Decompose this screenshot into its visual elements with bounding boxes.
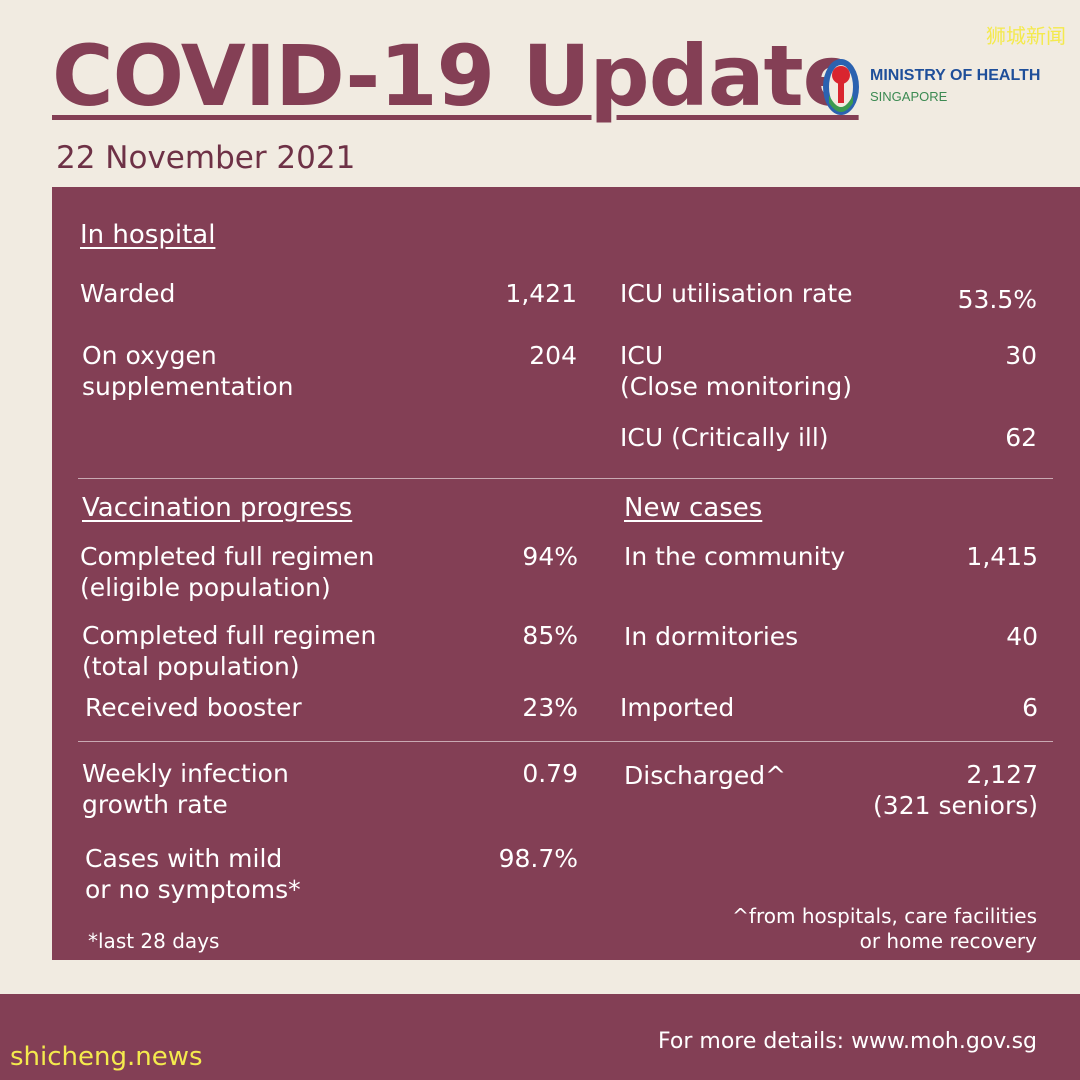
hospital-heading: In hospital: [80, 220, 216, 250]
footnote-discharge-source: ^from hospitals, care facilities or home…: [732, 904, 1037, 953]
dormitories-value: 40: [1006, 622, 1038, 651]
ministry-country: SINGAPORE: [870, 89, 948, 104]
warded-value: 1,421: [505, 279, 577, 308]
growth-value: 0.79: [522, 759, 578, 788]
eligible-value: 94%: [522, 542, 578, 571]
new-cases-heading: New cases: [624, 493, 763, 523]
imported-label: Imported: [620, 693, 735, 722]
icu-rate-value: 53.5%: [957, 285, 1037, 314]
page-title: COVID-19 Update: [52, 27, 860, 125]
icu-critical-label: ICU (Critically ill): [620, 423, 829, 452]
community-label: In the community: [624, 542, 846, 571]
oxygen-label: On oxygen supplementation: [82, 341, 294, 401]
icu-rate-label: ICU utilisation rate: [620, 279, 853, 308]
oxygen-value: 204: [529, 341, 577, 370]
mild-value: 98.7%: [498, 844, 578, 873]
vaccination-heading: Vaccination progress: [82, 493, 353, 523]
dormitories-label: In dormitories: [624, 622, 799, 651]
watermark-bottom: shicheng.news: [10, 1042, 203, 1072]
moh-logo: MINISTRY OF HEALTH SINGAPORE: [820, 55, 1070, 119]
footnote-last-28-days: *last 28 days: [88, 929, 220, 953]
warded-label: Warded: [80, 279, 176, 308]
icu-close-value: 30: [1005, 341, 1037, 370]
discharged-label: Discharged^: [624, 761, 787, 790]
footer-band: [0, 994, 1080, 1080]
divider-2: [78, 741, 1053, 742]
footer-details-link[interactable]: For more details: www.moh.gov.sg: [658, 1029, 1037, 1054]
booster-label: Received booster: [85, 693, 302, 722]
community-value: 1,415: [966, 542, 1038, 571]
icu-close-label: ICU (Close monitoring): [620, 341, 853, 401]
divider-1: [78, 478, 1053, 479]
mild-label: Cases with mild or no symptoms*: [85, 844, 301, 904]
total-value: 85%: [522, 621, 578, 650]
booster-value: 23%: [522, 693, 578, 722]
watermark-top: 狮城新闻: [986, 24, 1066, 48]
icu-critical-value: 62: [1005, 423, 1037, 452]
update-date: 22 November 2021: [56, 140, 356, 176]
total-label: Completed full regimen (total population…: [82, 621, 377, 681]
moh-emblem-icon: [823, 59, 859, 115]
stats-panel: [52, 187, 1080, 960]
eligible-label: Completed full regimen (eligible populat…: [80, 542, 375, 602]
growth-label: Weekly infection growth rate: [82, 759, 289, 819]
imported-value: 6: [1022, 693, 1038, 722]
discharged-value: 2,127 (321 seniors): [873, 760, 1038, 820]
ministry-name: MINISTRY OF HEALTH: [870, 67, 1041, 84]
